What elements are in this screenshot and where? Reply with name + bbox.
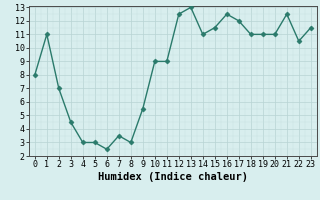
X-axis label: Humidex (Indice chaleur): Humidex (Indice chaleur)	[98, 172, 248, 182]
